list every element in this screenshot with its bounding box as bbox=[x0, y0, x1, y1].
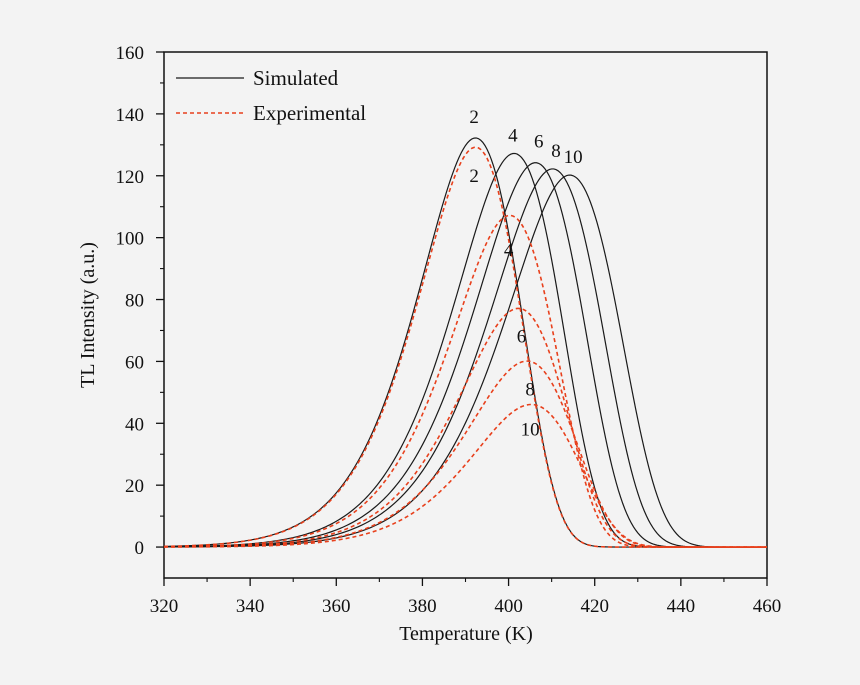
x-tick-label: 420 bbox=[580, 596, 609, 617]
curve-simulated-2 bbox=[163, 137, 767, 548]
curve-label: 2 bbox=[469, 166, 479, 187]
legend-label-experimental: Experimental bbox=[253, 101, 366, 125]
curve-simulated-8 bbox=[163, 168, 767, 548]
y-tick-label: 0 bbox=[135, 538, 145, 559]
curve-experimental-8 bbox=[163, 360, 767, 548]
curve-label: 10 bbox=[521, 419, 540, 440]
curve-simulated-4 bbox=[163, 152, 767, 548]
legend: Simulated Experimental bbox=[176, 66, 366, 125]
curve-label: 10 bbox=[564, 147, 583, 168]
x-tick-label: 320 bbox=[150, 596, 179, 617]
curve-simulated-10 bbox=[163, 174, 767, 548]
x-tick-label: 380 bbox=[408, 596, 437, 617]
legend-label-simulated: Simulated bbox=[253, 66, 339, 90]
curves bbox=[163, 137, 767, 548]
y-tick-label: 60 bbox=[125, 352, 144, 373]
x-axis-title: Temperature (K) bbox=[399, 623, 533, 645]
y-tick-label: 120 bbox=[116, 167, 145, 188]
plot-frame bbox=[163, 51, 768, 579]
x-tick-label: 400 bbox=[494, 596, 523, 617]
y-tick-label: 100 bbox=[116, 229, 145, 250]
curve-label: 4 bbox=[508, 126, 518, 147]
x-tick-label: 360 bbox=[322, 596, 351, 617]
x-tick-label: 440 bbox=[667, 596, 696, 617]
curve-label: 8 bbox=[525, 379, 535, 400]
curve-experimental-10 bbox=[163, 403, 767, 548]
curve-experimental-6 bbox=[163, 307, 767, 548]
curve-label: 6 bbox=[534, 132, 544, 153]
axis-ticks: 320 340 360 380 400 420 440 460 0 20 40 60 80 100 120 1… bbox=[116, 43, 782, 617]
curve-label: 6 bbox=[517, 327, 527, 348]
curve-label: 2 bbox=[469, 107, 479, 128]
curve-simulated-6 bbox=[163, 162, 767, 548]
curve-label: 8 bbox=[551, 141, 561, 162]
y-tick-label: 40 bbox=[125, 414, 144, 435]
curve-label: 4 bbox=[504, 240, 514, 261]
y-tick-label: 80 bbox=[125, 291, 144, 312]
y-tick-label: 140 bbox=[116, 105, 145, 126]
curve-experimental-2 bbox=[163, 146, 767, 548]
x-tick-label: 460 bbox=[753, 596, 782, 617]
y-tick-label: 20 bbox=[125, 476, 144, 497]
x-tick-label: 340 bbox=[236, 596, 265, 617]
y-axis-title: TL Intensity (a.u.) bbox=[77, 242, 99, 388]
y-tick-label: 160 bbox=[116, 43, 145, 64]
